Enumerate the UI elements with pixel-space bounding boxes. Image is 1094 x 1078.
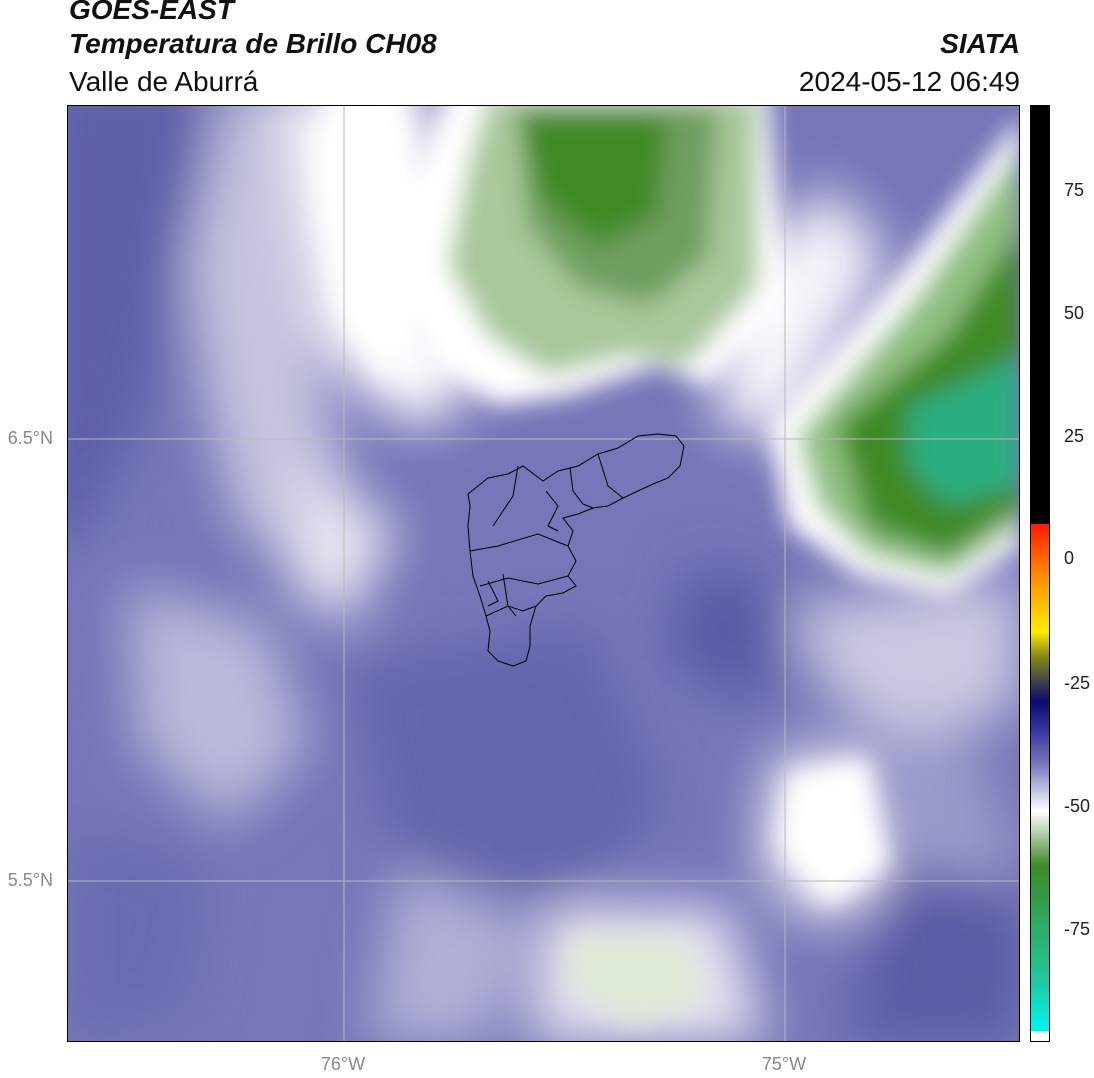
lon-label-76w: 76°W [320, 1054, 366, 1074]
colorbar-tick-minus-25: -25 [1064, 673, 1091, 693]
municipality-boundaries [467, 433, 685, 667]
title-satellite: GOES-EAST [69, 0, 234, 25]
datetime-label: 2024-05-12 06:49 [798, 66, 1020, 97]
lat-label-5-5: 5.5°N [7, 870, 53, 890]
agency-label: SIATA [940, 28, 1020, 59]
brightness-temperature-map [68, 106, 1019, 1041]
colorbar-tick-75: 75 [1064, 180, 1085, 200]
lat-label-6-5: 6.5°N [7, 428, 53, 448]
map-panel [67, 105, 1020, 1042]
title-region: Valle de Aburrá [69, 66, 259, 97]
colorbar-tick-0: 0 [1064, 548, 1075, 568]
gridlines [68, 106, 1019, 1041]
colorbar-tick-25: 25 [1064, 426, 1085, 446]
colorbar-tick-minus-75: -75 [1064, 919, 1091, 939]
title-product: Temperatura de Brillo CH08 [69, 28, 437, 59]
temperature-colorbar [1030, 105, 1050, 1042]
colorbar-tick-50: 50 [1064, 303, 1085, 323]
lon-label-75w: 75°W [761, 1054, 807, 1074]
colorbar-tick-minus-50: -50 [1064, 796, 1091, 816]
cold-cloud-tops [318, 106, 1019, 1026]
